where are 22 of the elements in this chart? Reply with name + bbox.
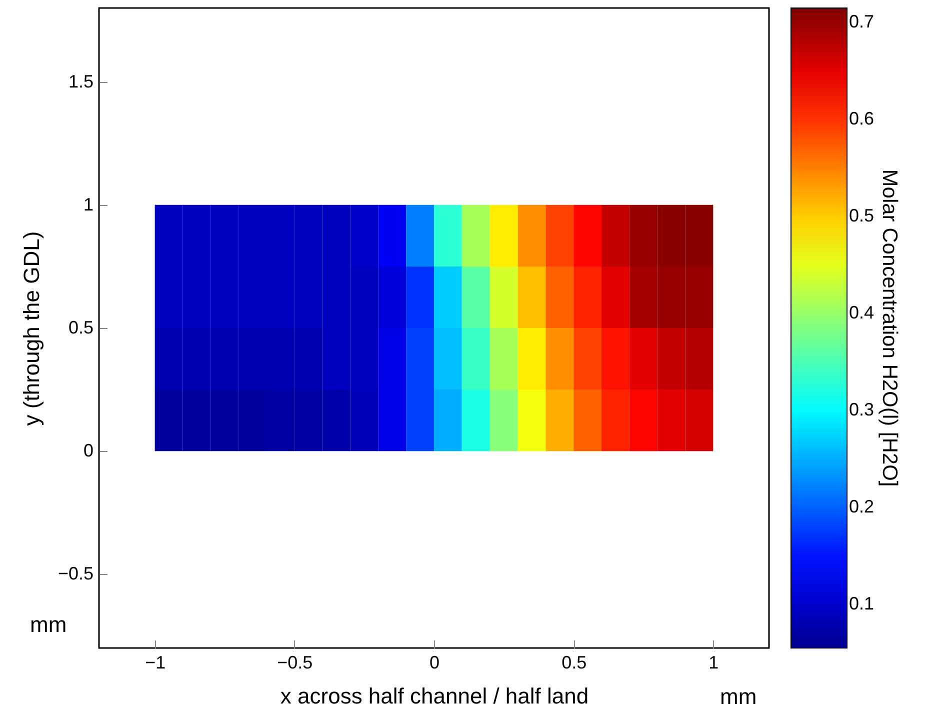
- color-bar-label: 0.1: [849, 593, 874, 614]
- y-tick-label: 0: [83, 440, 94, 461]
- color-bar-label: 0.3: [849, 399, 874, 420]
- x-tick-label: 1: [708, 652, 719, 672]
- y-tick-label: −0.5: [58, 564, 94, 584]
- color-bar-title: Molar Concentration H2O(l) [H2O]: [878, 169, 901, 487]
- color-bar-label: 0.5: [849, 205, 874, 226]
- color-bar-label: 0.7: [849, 12, 874, 32]
- color-bar-label: 0.4: [849, 302, 874, 322]
- color-bar-label: 0.2: [849, 496, 874, 516]
- color-bar-label: 0.6: [849, 108, 874, 129]
- x-tick-label: −1: [145, 652, 166, 672]
- y-tick-label: 1: [83, 194, 94, 214]
- x-tick-label: 0: [429, 652, 440, 672]
- y-axis-title: y (through the GDL): [18, 231, 44, 426]
- text: mm: [720, 684, 757, 710]
- y-tick-label: 1.5: [68, 71, 94, 92]
- text: mm: [30, 612, 67, 638]
- x-axis-title: x across half channel / half land: [280, 684, 589, 708]
- y-tick-label: 0.5: [68, 318, 94, 338]
- x-tick-label: 0.5: [562, 652, 587, 672]
- x-tick-label: −0.5: [277, 652, 313, 672]
